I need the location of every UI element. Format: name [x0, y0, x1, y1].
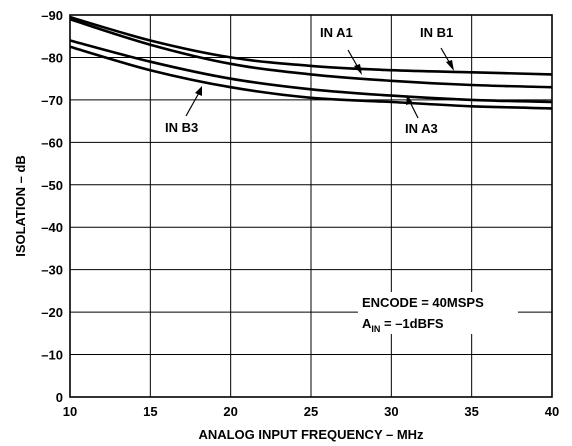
ain-main: A — [362, 316, 372, 331]
x-tick-label: 10 — [63, 404, 77, 419]
y-tick-label: –20 — [41, 305, 63, 320]
series-lines — [69, 15, 553, 110]
callout-arrow-in-a1 — [354, 64, 362, 75]
x-tick-label: 35 — [464, 404, 478, 419]
callout-arrow-in-a3 — [406, 95, 413, 105]
x-tick-label: 15 — [143, 404, 157, 419]
x-tick-label: 20 — [223, 404, 237, 419]
x-tick-label: 25 — [304, 404, 318, 419]
x-tick-labels: 10 15 20 25 30 35 40 — [63, 404, 559, 419]
note-bg — [358, 292, 518, 334]
series-line-in-b3 — [69, 45, 553, 110]
series-line-in-b1 — [69, 15, 553, 76]
y-tick-label: –30 — [41, 263, 63, 278]
callout-in-b3 — [185, 90, 201, 117]
encode-note: ENCODE = 40MSPS — [362, 295, 484, 310]
series-label-in-a1: IN A1 — [320, 25, 353, 40]
ain-subscript: IN — [371, 324, 380, 334]
ain-note: AIN = –1dBFS — [362, 316, 444, 334]
x-tick-label: 30 — [384, 404, 398, 419]
x-tick-label: 40 — [545, 404, 559, 419]
y-axis-title: ISOLATION – dB — [13, 155, 28, 257]
callout-arrow-in-b3 — [195, 86, 202, 96]
plot-frame — [69, 14, 553, 398]
x-axis-title: ANALOG INPUT FREQUENCY – MHz — [198, 427, 424, 442]
grid — [70, 15, 552, 397]
series-label-in-a3: IN A3 — [405, 121, 438, 136]
label-bg-in-a3 — [403, 120, 453, 136]
label-bg-in-b3 — [163, 119, 213, 135]
y-tick-label: –50 — [41, 178, 63, 193]
label-bg-in-b1 — [418, 24, 468, 40]
label-bg-in-a1 — [318, 24, 368, 40]
y-tick-labels: 0 –10 –20 –30 –40 –50 –60 –70 –80 –90 — [41, 8, 63, 405]
y-tick-label: –90 — [41, 8, 63, 23]
series-label-in-b1: IN B1 — [420, 25, 453, 40]
y-tick-label: –10 — [41, 348, 63, 363]
y-tick-label: –70 — [41, 93, 63, 108]
y-tick-label: –60 — [41, 135, 63, 150]
ain-value: = –1dBFS — [380, 316, 444, 331]
callout-arrow-in-b1 — [446, 60, 454, 71]
y-tick-label: –40 — [41, 220, 63, 235]
y-tick-label: –80 — [41, 50, 63, 65]
y-tick-label: 0 — [56, 390, 63, 405]
series-line-in-a1 — [69, 17, 553, 89]
series-line-in-a3 — [69, 39, 553, 104]
series-label-in-b3: IN B3 — [165, 120, 198, 135]
